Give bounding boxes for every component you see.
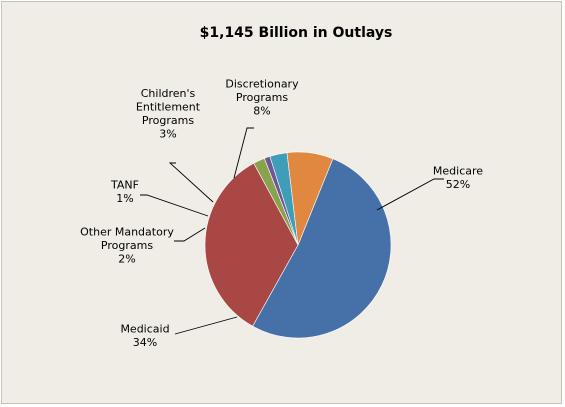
leader-line [168, 162, 214, 203]
slice-label: Children's Entitlement Programs 3% [136, 87, 201, 141]
slice-label: TANF 1% [110, 178, 139, 205]
pie-slice-discretionary-programs [286, 151, 334, 246]
slice-label: Medicare 52% [433, 164, 483, 191]
leader-line [140, 194, 209, 217]
leader-line [174, 227, 206, 242]
leader-line [376, 178, 444, 211]
leader-line [233, 127, 254, 179]
slice-label: Discretionary Programs 8% [225, 78, 299, 118]
leader-line [174, 316, 238, 335]
pie-slice-medicare [252, 158, 392, 339]
slice-label: Other Mandatory Programs 2% [80, 226, 174, 266]
chart-title: $1,145 Billion in Outlays [200, 25, 393, 41]
slice-label: Medicaid 34% [120, 322, 169, 349]
pie-slice-medicaid [204, 162, 299, 327]
